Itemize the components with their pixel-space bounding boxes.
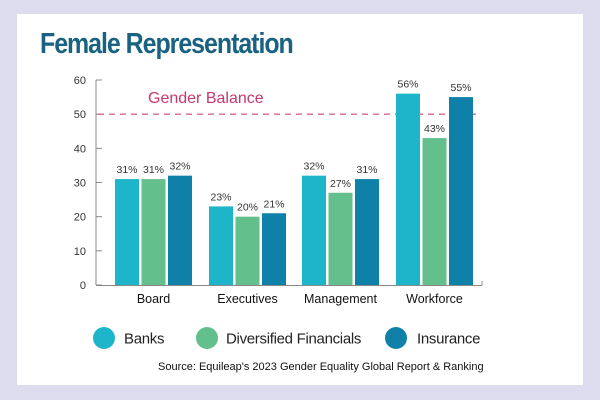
legend-swatch bbox=[385, 327, 407, 349]
source-note: Source: Equileap's 2023 Gender Equality … bbox=[158, 361, 484, 373]
legend: Banks Diversified Financials Insurance bbox=[93, 327, 480, 349]
bar bbox=[141, 179, 166, 285]
legend-item: Insurance bbox=[385, 327, 480, 349]
bar-group-board: 31% 31% 32% Board bbox=[115, 161, 192, 306]
bar bbox=[422, 138, 447, 285]
y-tick-label: 20 bbox=[74, 212, 86, 224]
bar bbox=[168, 175, 192, 285]
bar-value-label: 55% bbox=[450, 82, 471, 94]
bar bbox=[302, 175, 326, 285]
bar bbox=[235, 216, 260, 285]
reference-line-group: Gender Balance bbox=[98, 90, 476, 115]
legend-item: Banks bbox=[93, 327, 165, 349]
category-label: Management bbox=[304, 292, 377, 306]
bar-value-label: 31% bbox=[356, 164, 377, 176]
category-label: Executives bbox=[217, 292, 277, 306]
category-label: Board bbox=[137, 292, 170, 306]
y-tick-label: 50 bbox=[74, 109, 86, 121]
y-tick-label: 10 bbox=[74, 246, 86, 258]
category-label: Workforce bbox=[406, 292, 463, 306]
legend-label: Diversified Financials bbox=[226, 331, 361, 348]
bar bbox=[209, 206, 233, 285]
chart-card bbox=[17, 14, 583, 385]
bar-group-executives: 23% 20% 21% Executives bbox=[209, 191, 286, 306]
legend-label: Banks bbox=[124, 331, 164, 348]
bar-value-label: 21% bbox=[263, 198, 284, 210]
bar-value-label: 31% bbox=[143, 164, 164, 176]
bar bbox=[449, 97, 473, 285]
legend-label: Insurance bbox=[417, 331, 480, 348]
y-tick-label: 40 bbox=[74, 143, 86, 155]
bar-value-label: 27% bbox=[330, 178, 351, 190]
bar bbox=[262, 213, 286, 285]
gender-balance-label: Gender Balance bbox=[148, 90, 264, 107]
legend-item: Diversified Financials bbox=[196, 327, 361, 349]
bar bbox=[328, 192, 353, 285]
chart-title: Female Representation bbox=[40, 28, 294, 60]
legend-swatch bbox=[196, 327, 218, 349]
y-tick-label: 30 bbox=[74, 178, 86, 190]
bar bbox=[355, 179, 379, 285]
y-tick-label: 60 bbox=[74, 75, 86, 87]
bar-value-label: 56% bbox=[397, 79, 418, 91]
bar-value-label: 32% bbox=[169, 161, 190, 173]
bar-value-label: 32% bbox=[303, 161, 324, 173]
bar-value-label: 31% bbox=[116, 164, 137, 176]
axes: 0 10 20 30 40 50 60 bbox=[74, 75, 483, 292]
bar-group-workforce: 56% 43% 55% Workforce bbox=[396, 79, 473, 306]
bar-group-management: 32% 27% 31% Management bbox=[302, 161, 379, 306]
legend-swatch bbox=[93, 327, 115, 349]
y-tick-label: 0 bbox=[80, 280, 86, 292]
bar-value-label: 23% bbox=[210, 191, 231, 203]
bar-value-label: 43% bbox=[424, 123, 445, 135]
bar-value-label: 20% bbox=[237, 202, 258, 214]
bar bbox=[396, 93, 420, 286]
bar bbox=[115, 179, 139, 285]
